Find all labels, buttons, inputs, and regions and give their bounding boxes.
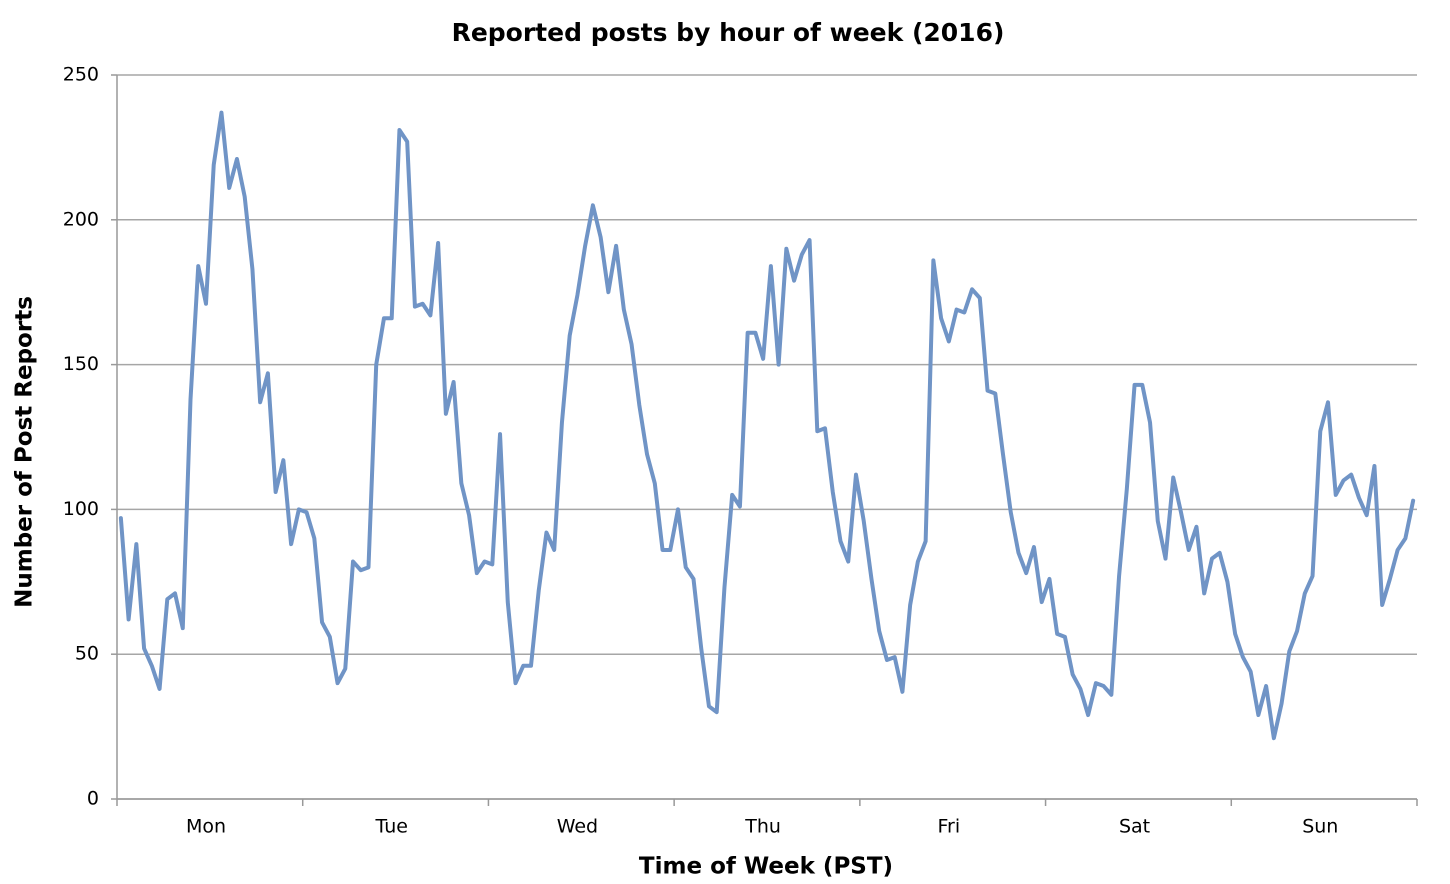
y-axis-title: Number of Post Reports xyxy=(12,296,38,608)
y-tick-label: 250 xyxy=(63,64,99,86)
data-line xyxy=(118,110,1416,741)
y-tick-label: 0 xyxy=(87,788,99,810)
x-tick-label: Thu xyxy=(744,816,781,838)
x-tick-label: Sun xyxy=(1302,816,1338,838)
y-tick-label: 150 xyxy=(63,353,99,375)
x-tick-label: Wed xyxy=(557,816,598,838)
x-tick-label: Tue xyxy=(374,816,407,838)
x-tick-label: Sat xyxy=(1119,816,1150,838)
x-axis-title: Time of Week (PST) xyxy=(639,854,893,880)
y-tick-label: 100 xyxy=(63,498,99,520)
x-tick-label: Fri xyxy=(938,816,961,838)
chart-title: Reported posts by hour of week (2016) xyxy=(452,18,1005,47)
y-tick-label: 200 xyxy=(63,208,99,230)
x-tick-label: Mon xyxy=(186,816,226,838)
y-tick-label: 50 xyxy=(75,643,99,665)
